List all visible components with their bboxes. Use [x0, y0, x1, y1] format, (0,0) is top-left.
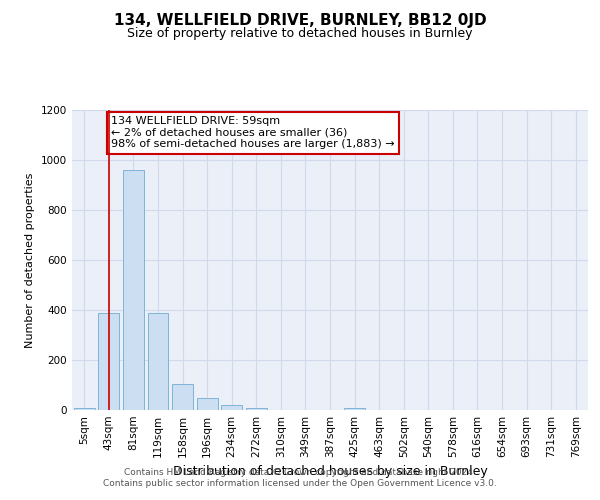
Bar	[197, 398, 218, 410]
Text: Size of property relative to detached houses in Burnley: Size of property relative to detached ho…	[127, 28, 473, 40]
Text: Contains HM Land Registry data © Crown copyright and database right 2024.
Contai: Contains HM Land Registry data © Crown c…	[103, 468, 497, 487]
Bar	[246, 408, 267, 410]
Bar	[98, 312, 119, 410]
Text: 134, WELLFIELD DRIVE, BURNLEY, BB12 0JD: 134, WELLFIELD DRIVE, BURNLEY, BB12 0JD	[113, 12, 487, 28]
Text: 134 WELLFIELD DRIVE: 59sqm
← 2% of detached houses are smaller (36)
98% of semi-: 134 WELLFIELD DRIVE: 59sqm ← 2% of detac…	[112, 116, 395, 150]
Bar	[148, 312, 169, 410]
Bar	[172, 384, 193, 410]
Y-axis label: Number of detached properties: Number of detached properties	[25, 172, 35, 348]
Bar	[344, 408, 365, 410]
Bar	[74, 408, 95, 410]
Bar	[123, 170, 144, 410]
X-axis label: Distribution of detached houses by size in Burnley: Distribution of detached houses by size …	[173, 466, 487, 478]
Bar	[221, 405, 242, 410]
